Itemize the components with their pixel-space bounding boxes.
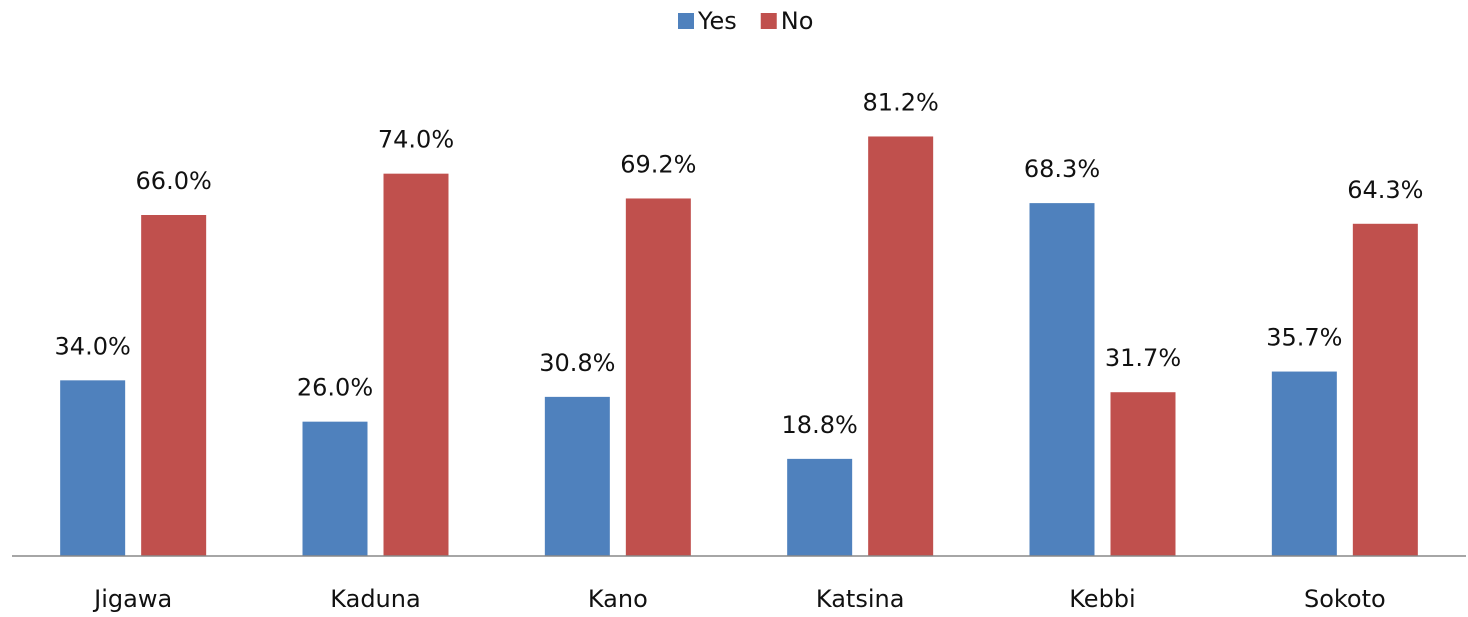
bar — [1271, 371, 1337, 556]
bar — [383, 173, 449, 556]
bar — [868, 136, 934, 556]
data-label: 18.8% — [782, 411, 858, 439]
data-label: 31.7% — [1105, 344, 1181, 372]
x-tick-label: Kano — [588, 585, 648, 613]
data-label: 35.7% — [1266, 324, 1342, 352]
legend-label: No — [781, 7, 814, 35]
x-tick-label: Katsina — [816, 585, 905, 613]
data-label: 26.0% — [297, 374, 373, 402]
bar — [60, 380, 126, 556]
bar — [787, 458, 853, 556]
data-label: 34.0% — [55, 332, 131, 360]
data-label: 30.8% — [539, 349, 615, 377]
legend-swatch — [760, 13, 777, 29]
bar — [141, 215, 207, 556]
bar — [625, 198, 691, 556]
data-label: 81.2% — [863, 88, 939, 116]
data-label: 69.2% — [620, 150, 696, 178]
x-tick-label: Kebbi — [1069, 585, 1135, 613]
x-tick-label: Jigawa — [92, 585, 172, 613]
bar — [1110, 392, 1176, 556]
legend-label: Yes — [697, 7, 737, 35]
x-tick-label: Sokoto — [1304, 585, 1386, 613]
x-tick-label: Kaduna — [330, 585, 420, 613]
data-label: 74.0% — [378, 126, 454, 154]
bar — [1029, 203, 1095, 556]
bar — [302, 421, 368, 556]
data-label: 66.0% — [136, 167, 212, 195]
legend-swatch — [678, 13, 694, 29]
data-label: 68.3% — [1024, 155, 1100, 183]
bar — [1352, 223, 1418, 557]
bar — [544, 396, 610, 556]
data-label: 64.3% — [1347, 176, 1423, 204]
